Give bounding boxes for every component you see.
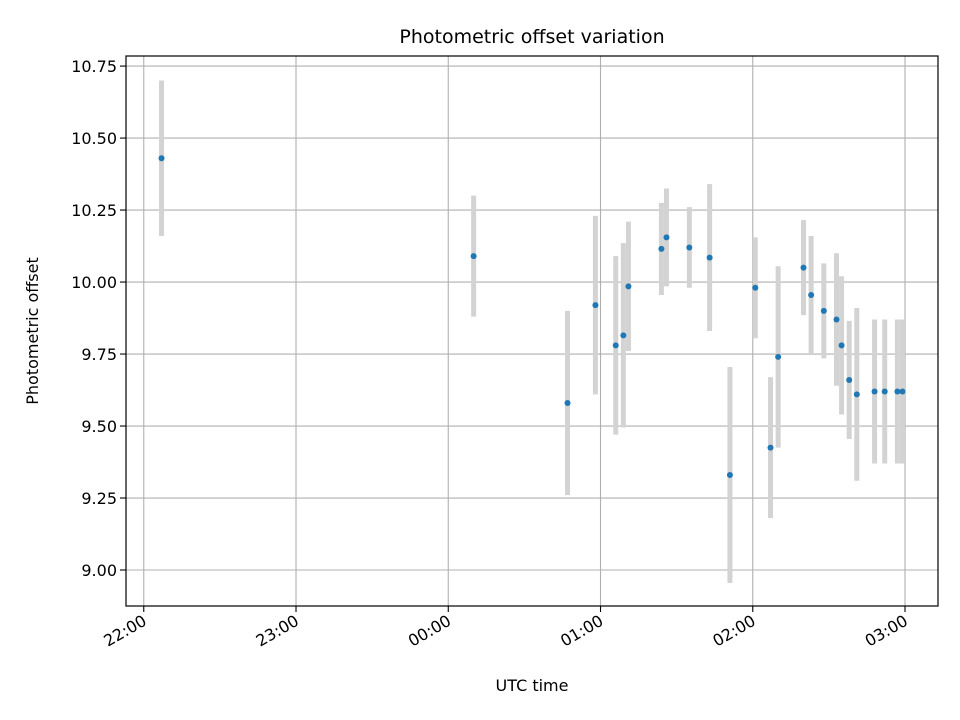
data-point <box>820 307 827 314</box>
data-point <box>800 264 807 271</box>
data-point <box>726 471 733 478</box>
x-axis-label: UTC time <box>496 676 569 695</box>
data-point <box>158 155 165 162</box>
data-point <box>470 253 477 260</box>
data-point <box>833 316 840 323</box>
data-point <box>881 388 888 395</box>
data-point <box>706 254 713 261</box>
y-tick-label: 9.75 <box>81 345 117 364</box>
y-tick-label: 10.50 <box>71 129 117 148</box>
data-point <box>620 332 627 339</box>
data-point <box>686 244 693 251</box>
data-point <box>838 342 845 349</box>
data-point <box>775 353 782 360</box>
y-tick-label: 10.25 <box>71 201 117 220</box>
y-tick-label: 10.00 <box>71 273 117 292</box>
data-point <box>612 342 619 349</box>
plot-frame <box>125 55 939 607</box>
data-point <box>564 399 571 406</box>
data-points <box>158 155 906 478</box>
data-point <box>752 284 759 291</box>
data-point <box>663 234 670 241</box>
chart-title: Photometric offset variation <box>399 26 664 48</box>
data-point <box>767 444 774 451</box>
data-point <box>625 283 632 290</box>
data-point <box>846 376 853 383</box>
y-tick-label: 10.75 <box>71 57 117 76</box>
data-point <box>658 245 665 252</box>
y-tick-label: 9.25 <box>81 489 117 508</box>
data-point <box>853 391 860 398</box>
data-point <box>899 388 906 395</box>
data-point <box>808 292 815 299</box>
data-point <box>592 302 599 309</box>
y-tick-label: 9.00 <box>81 561 117 580</box>
data-point <box>894 388 901 395</box>
y-tick-label: 9.50 <box>81 417 117 436</box>
y-axis-ticks: 9.00 9.25 9.50 9.75 10.00 10.25 10.50 10.75 <box>71 57 126 580</box>
data-point <box>871 388 878 395</box>
y-axis-label: Photometric offset <box>23 257 42 405</box>
